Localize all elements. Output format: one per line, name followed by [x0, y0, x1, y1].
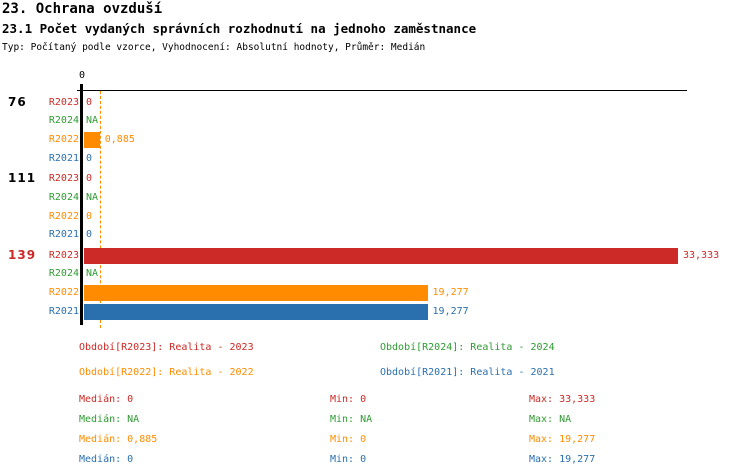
stat-min-r2024: Min: NA	[330, 414, 373, 425]
stat-min-r2022: Min: 0	[330, 434, 367, 445]
group-label: 111	[8, 171, 37, 186]
bar	[84, 303, 428, 320]
indicator-title: 23.1 Počet vydaných správních rozhodnutí…	[2, 21, 477, 36]
bar-row-label: R2024	[48, 115, 79, 127]
bar-row-label: R2022	[48, 210, 79, 222]
bar-row-label: R2024	[48, 268, 79, 280]
bar-row-label: R2021	[48, 229, 79, 241]
stat-max-r2024: Max: NA	[529, 414, 572, 425]
bar-row-label: R2024	[48, 191, 79, 203]
legend-item-r2022: Období[R2022]: Realita - 2022	[79, 367, 254, 378]
legend-item-r2021: Období[R2021]: Realita - 2021	[380, 367, 555, 378]
legend-item-r2024: Období[R2024]: Realita - 2024	[380, 342, 555, 353]
bar-row-label: R2023	[48, 173, 79, 185]
bar-value-label: 33,333	[683, 249, 720, 261]
stat-max-r2023: Max: 33,333	[529, 394, 596, 405]
bar	[84, 247, 678, 264]
stat-median-r2024: Medián: NA	[79, 414, 140, 425]
median-line	[99, 91, 101, 328]
stat-min-r2021: Min: 0	[330, 454, 367, 465]
bar-row-label: R2021	[48, 305, 79, 317]
stat-median-r2021: Medián: 0	[79, 454, 134, 465]
bar-row-label: R2021	[48, 152, 79, 164]
bar-row-label: R2023	[48, 249, 79, 261]
axis-vertical-line	[80, 84, 83, 325]
bar-value-label: 19,277	[432, 287, 469, 298]
legend-item-r2023: Období[R2023]: Realita - 2023	[79, 342, 254, 353]
bar-value-label: 0	[86, 96, 93, 108]
bar-value-label: 0	[86, 210, 93, 222]
bar-row-label: R2023	[48, 96, 79, 108]
bar-value-label: NA	[86, 191, 99, 203]
group-label: 139	[8, 247, 37, 262]
bar-value-label: 0	[86, 152, 93, 164]
bar-chart: 0 76 R2023 0 R2024 NA R2022 0,885 R2021 0 111 R202…	[8, 70, 720, 328]
stat-median-r2022: Medián: 0,885	[79, 434, 158, 445]
bar-row-label: R2022	[48, 134, 79, 145]
bar	[84, 132, 100, 148]
bar-value-label: NA	[86, 268, 99, 280]
stat-min-r2023: Min: 0	[330, 394, 367, 405]
indicator-meta: Typ: Počítaný podle vzorce, Vyhodnocení:…	[2, 42, 426, 53]
bar-value-label: 0	[86, 229, 93, 241]
bar-value-label: 19,277	[432, 305, 469, 317]
bar-row-label: R2022	[48, 287, 79, 298]
bar-value-label: NA	[86, 115, 99, 127]
stat-median-r2023: Medián: 0	[79, 394, 134, 405]
bar-value-label: 0	[86, 173, 93, 185]
group-label: 76	[8, 94, 27, 109]
axis-top-line	[77, 90, 687, 91]
stat-max-r2022: Max: 19,277	[529, 434, 596, 445]
stat-max-r2021: Max: 19,277	[529, 454, 596, 465]
page-title: 23. Ochrana ovzduší	[2, 1, 163, 17]
bar	[84, 285, 428, 301]
axis-tick-label: 0	[78, 70, 86, 81]
bar-value-label: 0,885	[104, 134, 135, 145]
